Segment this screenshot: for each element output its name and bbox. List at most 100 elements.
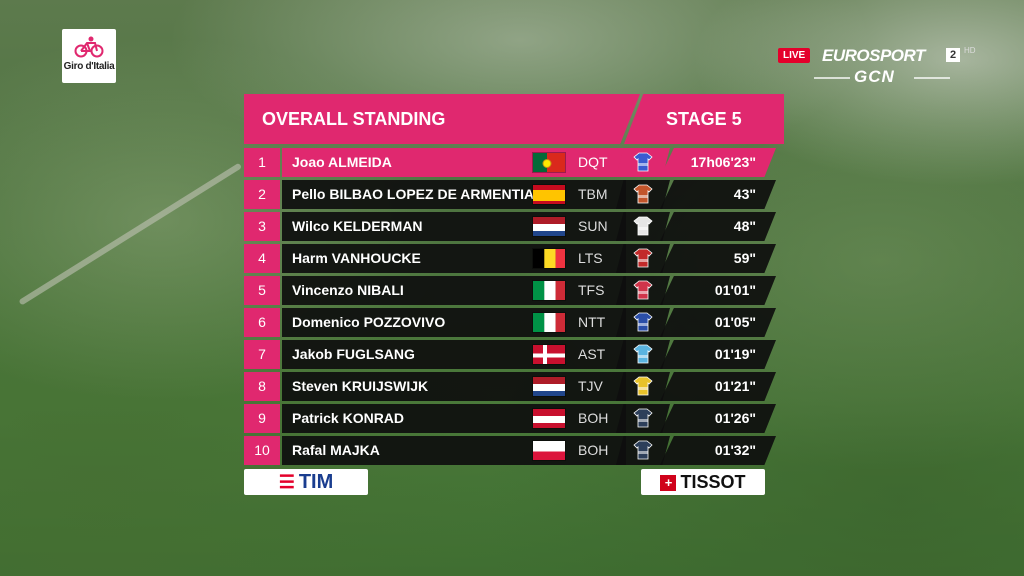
row-background bbox=[282, 372, 626, 401]
team-code: DQT bbox=[578, 154, 608, 170]
team-code: SUN bbox=[578, 218, 608, 234]
time-cell: 01'05" bbox=[660, 308, 776, 337]
rider-name: Rafal MAJKA bbox=[292, 442, 380, 458]
time-gap: 01'01" bbox=[714, 282, 756, 298]
rank-number: 10 bbox=[244, 436, 280, 465]
time-gap: 01'26" bbox=[714, 410, 756, 426]
row-background bbox=[282, 148, 626, 177]
standing-row: 4 Harm VANHOUCKE LTS 59" bbox=[244, 244, 784, 273]
row-background bbox=[282, 308, 626, 337]
standings-title: OVERALL STANDING bbox=[262, 109, 446, 129]
standing-row: 2 Pello BILBAO LOPEZ DE ARMENTIA TBM 43" bbox=[244, 180, 784, 209]
time-gap: 17h06'23" bbox=[690, 154, 756, 170]
row-background bbox=[282, 436, 626, 465]
jersey-icon bbox=[633, 216, 653, 236]
time-cell: 43" bbox=[660, 180, 776, 209]
row-background bbox=[282, 404, 626, 433]
row-background bbox=[282, 212, 626, 241]
sponsor-tim: ☰ TIM bbox=[244, 469, 368, 495]
team-code: TFS bbox=[578, 282, 605, 298]
time-cell: 48" bbox=[660, 212, 776, 241]
rider-name: Patrick KONRAD bbox=[292, 410, 405, 426]
gcn-line-right bbox=[914, 77, 950, 79]
team-code: NTT bbox=[578, 314, 606, 330]
rider-name: Harm VANHOUCKE bbox=[292, 250, 421, 266]
netherlands-flag bbox=[532, 376, 566, 397]
giro-logo-text: Giro d'Italia bbox=[63, 61, 115, 72]
standing-row: 5 Vincenzo NIBALI TFS 01'01" bbox=[244, 276, 784, 305]
jersey-icon bbox=[633, 184, 653, 204]
time-cell: 01'32" bbox=[660, 436, 776, 465]
jersey-icon bbox=[633, 312, 653, 332]
giro-logo: Giro d'Italia bbox=[62, 29, 116, 83]
standing-row: 10 Rafal MAJKA BOH 01'32" bbox=[244, 436, 784, 465]
rider-name: Joao ALMEIDA bbox=[292, 154, 392, 170]
tim-mark-icon: ☰ bbox=[278, 472, 295, 492]
standing-row: 8 Steven KRUIJSWIJK TJV 01'21" bbox=[244, 372, 784, 401]
hd-label: HD bbox=[964, 46, 976, 55]
rank-number: 1 bbox=[244, 148, 280, 177]
rank-number: 4 bbox=[244, 244, 280, 273]
spain-flag bbox=[532, 184, 566, 205]
standing-row: 9 Patrick KONRAD BOH 01'26" bbox=[244, 404, 784, 433]
poland-flag bbox=[532, 440, 566, 461]
netherlands-flag bbox=[532, 216, 566, 237]
sponsor-tissot: + TISSOT bbox=[641, 469, 765, 495]
gcn-line-left bbox=[814, 77, 850, 79]
row-background bbox=[282, 244, 626, 273]
team-code: TJV bbox=[578, 378, 603, 394]
standing-row: 3 Wilco KELDERMAN SUN 48" bbox=[244, 212, 784, 241]
time-gap: 01'21" bbox=[714, 378, 756, 394]
live-badge: LIVE bbox=[778, 48, 811, 63]
row-background bbox=[282, 180, 626, 209]
jersey-icon bbox=[633, 152, 653, 172]
standing-row: 6 Domenico POZZOVIVO NTT 01'05" bbox=[244, 308, 784, 337]
cyclist-icon bbox=[74, 36, 104, 58]
channel-number: 2 bbox=[946, 48, 960, 62]
time-cell: 17h06'23" bbox=[660, 148, 776, 177]
rank-number: 7 bbox=[244, 340, 280, 369]
rank-number: 2 bbox=[244, 180, 280, 209]
stage-label: STAGE 5 bbox=[666, 109, 742, 129]
stage-label-bar: STAGE 5 bbox=[624, 94, 784, 144]
broadcaster-bug: LIVE EUROSPORT 2 HD GCN bbox=[778, 44, 988, 88]
jersey-icon bbox=[633, 280, 653, 300]
rank-number: 3 bbox=[244, 212, 280, 241]
eurosport-logo: EUROSPORT bbox=[822, 46, 925, 66]
sponsor-left-label: TIM bbox=[298, 471, 334, 493]
time-cell: 01'01" bbox=[660, 276, 776, 305]
sponsor-right-label: TISSOT bbox=[680, 472, 746, 492]
jersey-icon bbox=[633, 408, 653, 428]
jersey-icon bbox=[633, 440, 653, 460]
rider-name: Jakob FUGLSANG bbox=[292, 346, 415, 362]
time-gap: 43" bbox=[733, 186, 756, 202]
time-gap: 01'05" bbox=[714, 314, 756, 330]
team-code: LTS bbox=[578, 250, 603, 266]
standing-row: 1 Joao ALMEIDA DQT 17h06'23" bbox=[244, 148, 784, 177]
team-code: TBM bbox=[578, 186, 608, 202]
rider-name: Steven KRUIJSWIJK bbox=[292, 378, 429, 394]
rider-name: Vincenzo NIBALI bbox=[292, 282, 404, 298]
portugal-flag bbox=[532, 152, 566, 173]
italy-flag bbox=[532, 312, 566, 333]
team-code: BOH bbox=[578, 442, 609, 458]
row-background bbox=[282, 276, 626, 305]
jersey-icon bbox=[633, 344, 653, 364]
gcn-logo: GCN bbox=[854, 67, 895, 86]
time-cell: 01'21" bbox=[660, 372, 776, 401]
time-gap: 48" bbox=[733, 218, 756, 234]
swiss-cross-icon: + bbox=[660, 475, 677, 491]
time-gap: 01'19" bbox=[714, 346, 756, 362]
rider-name: Pello BILBAO LOPEZ DE ARMENTIA bbox=[292, 186, 535, 202]
jersey-icon bbox=[633, 376, 653, 396]
team-code: BOH bbox=[578, 410, 609, 426]
rank-number: 5 bbox=[244, 276, 280, 305]
team-code: AST bbox=[578, 346, 606, 362]
standings-title-bar: OVERALL STANDING bbox=[244, 94, 640, 144]
rank-number: 8 bbox=[244, 372, 280, 401]
italy-flag bbox=[532, 280, 566, 301]
row-background bbox=[282, 340, 626, 369]
rider-name: Domenico POZZOVIVO bbox=[292, 314, 446, 330]
rank-number: 9 bbox=[244, 404, 280, 433]
time-gap: 59" bbox=[733, 250, 756, 266]
